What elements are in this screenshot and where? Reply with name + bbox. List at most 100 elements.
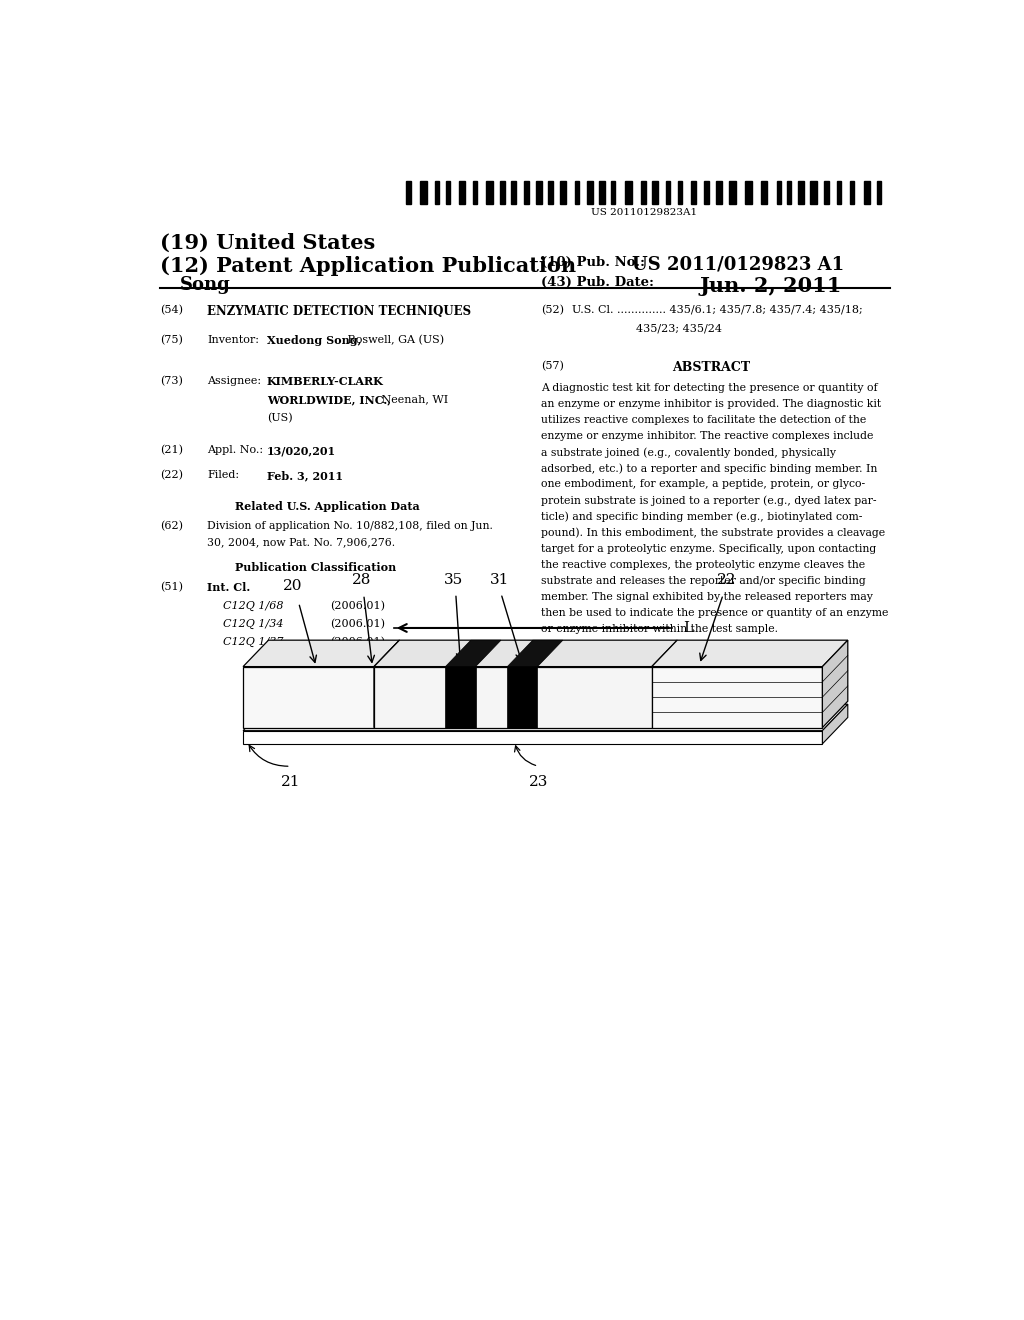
Bar (500, 181, 505, 205)
Polygon shape (822, 640, 848, 727)
Text: a substrate joined (e.g., covalently bonded, physically: a substrate joined (e.g., covalently bon… (541, 447, 836, 458)
Text: (73): (73) (160, 376, 182, 387)
Text: (43) Pub. Date:: (43) Pub. Date: (541, 276, 653, 289)
Text: L: L (684, 620, 693, 635)
Bar (641, 181, 646, 205)
Text: 28: 28 (352, 573, 371, 587)
Bar (810, 181, 817, 205)
Bar (799, 181, 804, 205)
Text: Neenah, WI: Neenah, WI (378, 395, 449, 404)
Text: C12Q 1/34: C12Q 1/34 (223, 619, 284, 628)
Text: C12Q 1/68: C12Q 1/68 (223, 601, 284, 611)
Text: 20: 20 (283, 579, 302, 594)
Text: or enzyme inhibitor within the test sample.: or enzyme inhibitor within the test samp… (541, 624, 777, 634)
Bar (703, 181, 709, 205)
Text: (US): (US) (267, 413, 293, 422)
Bar (625, 181, 632, 205)
Polygon shape (445, 640, 501, 667)
Bar (560, 181, 565, 205)
Text: ABSTRACT: ABSTRACT (672, 360, 751, 374)
Text: (51): (51) (160, 582, 182, 593)
Polygon shape (243, 731, 822, 744)
Text: (21): (21) (160, 445, 182, 455)
Bar (666, 181, 670, 205)
Polygon shape (374, 640, 677, 667)
Text: then be used to indicate the presence or quantity of an enzyme: then be used to indicate the presence or… (541, 607, 888, 618)
Bar (717, 181, 722, 205)
Bar (435, 181, 439, 205)
Text: (52): (52) (541, 305, 563, 315)
Polygon shape (652, 667, 822, 727)
Bar (863, 181, 870, 205)
Text: A diagnostic test kit for detecting the presence or quantity of: A diagnostic test kit for detecting the … (541, 383, 878, 393)
Text: (19) United States: (19) United States (160, 232, 375, 252)
Text: Roswell, GA (US): Roswell, GA (US) (344, 335, 444, 346)
Text: Song: Song (179, 276, 230, 294)
Text: (62): (62) (160, 521, 182, 532)
Polygon shape (374, 667, 652, 727)
Bar (837, 181, 842, 205)
Text: (75): (75) (160, 335, 182, 346)
Text: Xuedong Song,: Xuedong Song, (267, 335, 361, 346)
Bar (459, 181, 465, 205)
Text: US 20110129823A1: US 20110129823A1 (591, 209, 697, 218)
Text: one embodiment, for example, a peptide, protein, or glyco-: one embodiment, for example, a peptide, … (541, 479, 865, 490)
Text: (12) Patent Application Publication: (12) Patent Application Publication (160, 256, 575, 276)
Text: utilizes reactive complexes to facilitate the detection of the: utilizes reactive complexes to facilitat… (541, 416, 866, 425)
Bar (762, 181, 767, 205)
Text: 13/020,201: 13/020,201 (267, 445, 336, 455)
Bar (691, 181, 695, 205)
Bar (611, 181, 615, 205)
Bar (420, 181, 427, 205)
Text: pound). In this embodiment, the substrate provides a cleavage: pound). In this embodiment, the substrat… (541, 528, 885, 539)
Text: 22: 22 (717, 573, 736, 587)
Text: Assignee:: Assignee: (207, 376, 261, 385)
Bar (574, 181, 580, 205)
Text: target for a proteolytic enzyme. Specifically, upon contacting: target for a proteolytic enzyme. Specifi… (541, 544, 876, 553)
Polygon shape (445, 667, 475, 727)
Text: US 2011/0129823 A1: US 2011/0129823 A1 (632, 256, 844, 275)
Text: 23: 23 (528, 775, 548, 789)
Text: 435/23; 435/24: 435/23; 435/24 (636, 323, 722, 333)
Text: adsorbed, etc.) to a reporter and specific binding member. In: adsorbed, etc.) to a reporter and specif… (541, 463, 877, 474)
Bar (652, 181, 658, 205)
Bar (473, 181, 477, 205)
Bar (511, 181, 516, 205)
Text: Publication Classification: Publication Classification (236, 562, 396, 573)
Text: Feb. 3, 2011: Feb. 3, 2011 (267, 470, 343, 482)
Text: (57): (57) (541, 360, 563, 371)
Text: Int. Cl.: Int. Cl. (207, 582, 251, 593)
Polygon shape (374, 640, 399, 727)
Bar (850, 181, 854, 205)
Text: enzyme or enzyme inhibitor. The reactive complexes include: enzyme or enzyme inhibitor. The reactive… (541, 432, 873, 441)
Polygon shape (822, 704, 848, 744)
Text: (2006.01): (2006.01) (331, 619, 385, 630)
Text: substrate and releases the reporter and/or specific binding: substrate and releases the reporter and/… (541, 576, 865, 586)
Bar (587, 181, 593, 205)
Text: 21: 21 (281, 775, 300, 789)
Text: ENZYMATIC DETECTION TECHNIQUES: ENZYMATIC DETECTION TECHNIQUES (207, 305, 471, 318)
Bar (406, 181, 411, 205)
Text: 30, 2004, now Pat. No. 7,906,276.: 30, 2004, now Pat. No. 7,906,276. (207, 537, 395, 548)
Bar (599, 181, 604, 205)
Text: C12Q 1/37: C12Q 1/37 (223, 638, 284, 647)
Text: Appl. No.:: Appl. No.: (207, 445, 263, 455)
Bar (486, 181, 494, 205)
Bar (678, 181, 682, 205)
Text: the reactive complexes, the proteolytic enzyme cleaves the: the reactive complexes, the proteolytic … (541, 560, 865, 570)
Text: (54): (54) (160, 305, 182, 315)
Bar (523, 181, 529, 205)
Polygon shape (507, 667, 538, 727)
Text: Related U.S. Application Data: Related U.S. Application Data (236, 500, 420, 512)
Bar (824, 181, 829, 205)
Text: (10) Pub. No.:: (10) Pub. No.: (541, 256, 645, 269)
Text: an enzyme or enzyme inhibitor is provided. The diagnostic kit: an enzyme or enzyme inhibitor is provide… (541, 399, 881, 409)
Text: (22): (22) (160, 470, 182, 480)
Text: protein substrate is joined to a reporter (e.g., dyed latex par-: protein substrate is joined to a reporte… (541, 495, 877, 506)
Bar (548, 181, 553, 205)
Polygon shape (243, 640, 399, 667)
Polygon shape (243, 667, 374, 727)
Polygon shape (507, 640, 563, 667)
Bar (744, 181, 752, 205)
Bar (729, 181, 736, 205)
